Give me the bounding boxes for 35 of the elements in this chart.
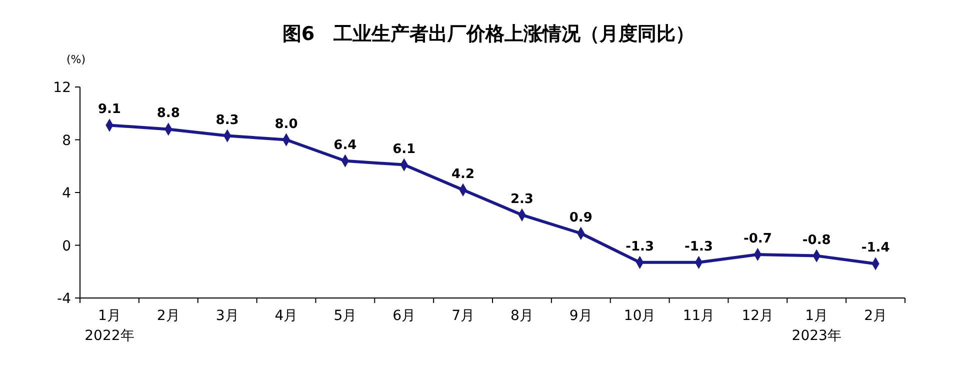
y-tick-label: 8 [62, 132, 71, 149]
x-tick-label: 1月 2022年 [84, 308, 134, 344]
data-label: -0.7 [743, 231, 772, 246]
y-tick-label: -4 [57, 291, 72, 307]
data-label: 0.9 [569, 210, 592, 226]
x-tick-label: 2月 [864, 308, 887, 324]
x-tick-label: 6月 [392, 308, 416, 324]
x-tick-label: 7月 [452, 308, 474, 324]
y-tick-label: 0 [62, 238, 71, 254]
data-label: 2.3 [510, 192, 534, 207]
x-tick-label: 1月 2023年 [792, 308, 842, 344]
data-label: 8.8 [156, 106, 180, 122]
y-tick-label: 4 [62, 186, 72, 202]
data-label: 9.1 [98, 102, 121, 118]
x-tick-label: 12月 [742, 308, 774, 324]
x-tick-label: 11月 [682, 308, 715, 324]
data-label: 4.2 [452, 166, 475, 182]
x-tick-label: 10月 [624, 308, 656, 324]
x-tick-label: 3月 [216, 308, 239, 324]
data-label: 6.1 [392, 142, 416, 157]
x-tick-label: 5月 [334, 308, 357, 324]
y-tick-label: 12 [53, 80, 71, 96]
data-label: -0.8 [802, 232, 831, 248]
data-label: 6.4 [334, 138, 357, 153]
data-label: -1.3 [626, 239, 654, 254]
chart-title: 图6 工业生产者出厂价格上涨情况（月度同比） [282, 23, 695, 45]
x-tick-label: 8月 [510, 308, 534, 324]
data-label: -1.3 [684, 239, 713, 254]
data-label: 8.0 [274, 116, 298, 132]
x-tick-label: 2月 [156, 308, 180, 324]
data-label: 8.3 [216, 112, 239, 128]
x-tick-label: 9月 [569, 308, 592, 324]
data-label: -1.4 [861, 240, 890, 256]
x-tick-label: 4月 [274, 308, 298, 324]
y-axis-title: (%) [66, 53, 86, 66]
